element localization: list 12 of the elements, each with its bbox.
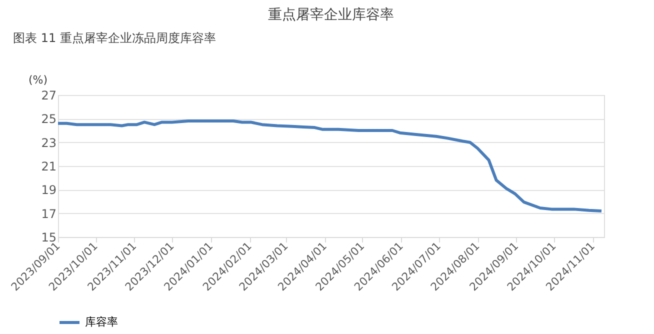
y-tick-label: 27	[41, 88, 56, 102]
y-tick-label: 23	[41, 136, 56, 150]
y-axis-title: (%)	[28, 74, 48, 86]
legend-label: 库容率	[85, 316, 118, 328]
y-tick-label: 17	[41, 206, 56, 221]
text: 图表 11 重点屠宰企业冻品周度库容率	[13, 31, 216, 45]
y-tick-label: 25	[41, 112, 56, 126]
chart-title: 重点屠宰企业库容率	[268, 7, 394, 23]
y-tick-label: 15	[41, 230, 56, 244]
line-series	[56, 120, 603, 212]
y-tick-label: 19	[41, 183, 56, 198]
y-tick-label: 21	[41, 160, 56, 174]
